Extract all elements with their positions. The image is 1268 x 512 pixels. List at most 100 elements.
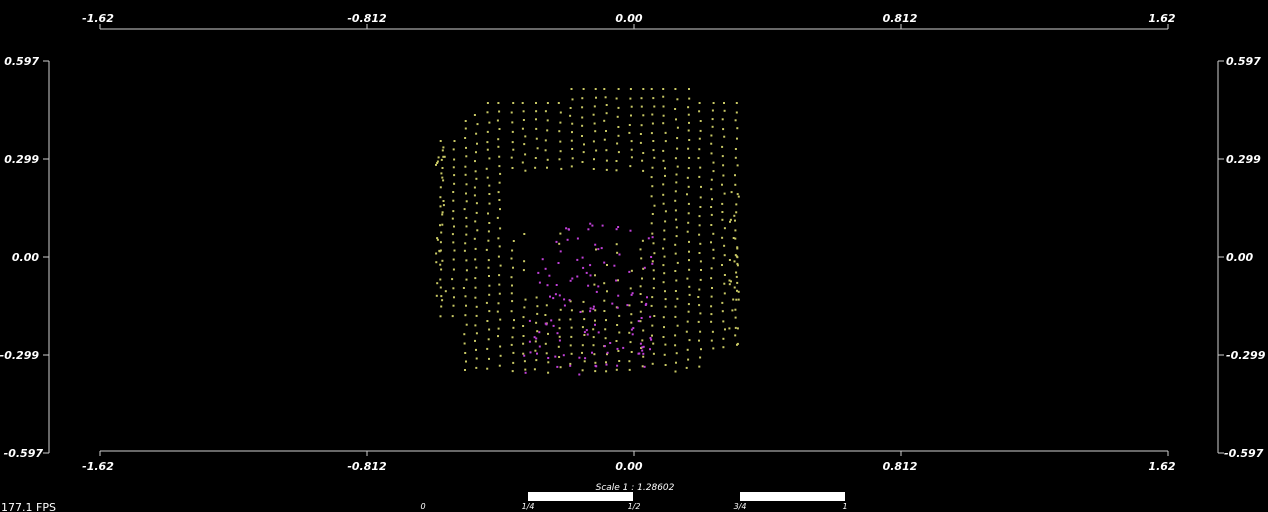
cloud-point [642,114,645,117]
cloud-point [662,264,665,267]
cloud-point [698,233,701,236]
cloud-point [523,306,526,309]
cloud-point [563,304,566,307]
cloud-point [722,128,725,131]
cloud-point [582,266,585,269]
cloud-point [630,105,633,108]
cloud-point [581,256,584,259]
cloud-point [675,218,678,221]
cloud-point [674,315,677,318]
cloud-point [728,327,731,330]
cloud-point [594,309,597,312]
cloud-point [585,329,588,332]
cloud-point [476,123,479,126]
cloud-point [435,163,437,166]
cloud-point [721,145,724,148]
cloud-point [473,114,476,116]
cloud-point [581,369,584,372]
cloud-point [546,102,549,104]
cloud-point [498,245,501,248]
cloud-point [558,318,561,321]
cloud-point [522,110,525,113]
cloud-point [640,347,643,349]
cloud-point [452,199,455,202]
cloud-point [473,194,476,197]
cloud-point [649,348,651,351]
cloud-point [594,319,596,322]
cloud-point [559,111,562,114]
cloud-point [594,243,597,246]
right-tick-label: 0.00 [1226,251,1253,264]
cloud-point [638,352,641,355]
cloud-point [629,229,632,232]
cloud-point [485,167,488,170]
cloud-point [592,344,595,347]
cloud-point [452,210,455,213]
cloud-point [662,88,665,90]
cloud-point [630,156,633,159]
cloud-point [698,224,701,227]
cloud-point [605,112,608,115]
cloud-point [559,308,562,311]
cloud-point [442,155,445,158]
cloud-point [618,314,621,317]
cloud-point [650,222,653,225]
cloud-point [651,185,654,188]
cloud-point [736,289,738,292]
cloud-point [674,334,677,337]
cloud-point [535,102,537,104]
cloud-point [499,208,501,211]
cloud-point [722,346,725,349]
cloud-point [510,156,513,159]
cloud-point [558,130,561,133]
cloud-point [735,203,738,206]
cloud-point [465,146,467,149]
cloud-point [711,125,714,128]
cloud-point [582,88,585,90]
cloud-point [511,336,514,339]
scalebar-segment [740,492,845,501]
cloud-point [687,310,690,313]
cloud-point [663,272,666,275]
cloud-point [664,167,666,170]
top-tick-label: 0.812 [883,12,918,25]
cloud-point [632,327,635,330]
cloud-point [712,347,715,350]
cloud-point [712,232,715,235]
cloud-point [698,215,701,218]
cloud-point [616,306,619,309]
cloud-point [474,220,477,223]
cloud-point [452,258,455,261]
top-tick-label: 0.00 [615,12,642,25]
cloud-point [451,278,454,281]
cloud-point [498,181,501,184]
cloud-point [697,157,700,160]
cloud-point [581,326,584,329]
cloud-point [593,122,596,125]
cloud-point [486,111,489,114]
cloud-point [439,286,442,289]
cloud-point [675,235,678,238]
cloud-point [464,165,467,168]
cloud-point [488,184,491,187]
cloud-point [721,183,723,186]
cloud-point [512,361,515,364]
cloud-point [589,222,592,225]
cloud-point [674,209,677,212]
cloud-point [593,283,596,286]
cloud-point [464,137,467,139]
cloud-point [498,274,501,277]
cloud-point [486,130,489,133]
cloud-point [650,304,653,307]
cloud-point [475,211,478,214]
cloud-point [730,191,733,194]
cloud-point [653,105,656,108]
cloud-point [498,364,501,367]
cloud-point [721,236,724,239]
cloud-point [545,352,548,355]
cloud-point [535,127,538,130]
cloud-point [674,305,677,308]
cloud-point [710,134,713,137]
cloud-point [674,252,677,255]
